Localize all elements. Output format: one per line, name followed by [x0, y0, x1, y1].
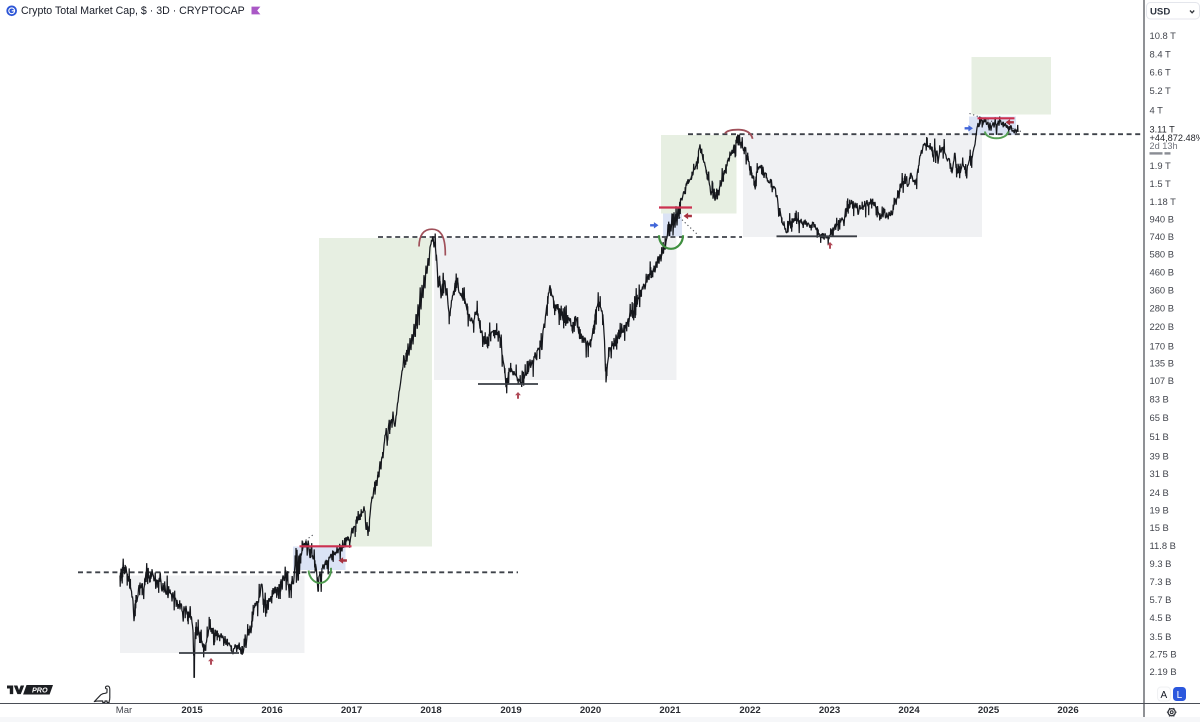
svg-text:940 B: 940 B [1150, 214, 1175, 225]
svg-text:PRO: PRO [32, 686, 48, 695]
svg-text:2025: 2025 [978, 705, 1000, 716]
svg-text:24 B: 24 B [1150, 487, 1169, 498]
svg-text:7.3 B: 7.3 B [1150, 576, 1172, 587]
svg-text:USD: USD [1150, 7, 1170, 18]
svg-text:3.11 T: 3.11 T [1150, 125, 1176, 135]
svg-text:220 B: 220 B [1150, 321, 1175, 332]
svg-text:2022: 2022 [739, 705, 760, 716]
svg-text:4.5 B: 4.5 B [1150, 612, 1172, 623]
svg-text:Mar: Mar [116, 705, 133, 716]
svg-text:6.6 T: 6.6 T [1150, 67, 1171, 78]
svg-text:170 B: 170 B [1150, 341, 1175, 352]
svg-text:31 B: 31 B [1150, 468, 1169, 479]
svg-text:3.5 B: 3.5 B [1150, 631, 1172, 642]
svg-text:11.8 B: 11.8 B [1150, 540, 1176, 551]
svg-text:135 B: 135 B [1150, 358, 1175, 369]
svg-text:2020: 2020 [580, 705, 601, 716]
svg-text:1.18 T: 1.18 T [1150, 196, 1177, 207]
svg-text:L: L [1177, 690, 1183, 701]
svg-text:5.7 B: 5.7 B [1150, 594, 1172, 605]
svg-text:2023: 2023 [819, 705, 840, 716]
svg-text:107 B: 107 B [1150, 375, 1175, 386]
svg-text:19 B: 19 B [1150, 505, 1169, 516]
svg-text:740 B: 740 B [1150, 231, 1175, 242]
svg-text:Crypto Total Market Cap, $ · 3: Crypto Total Market Cap, $ · 3D · CRYPTO… [21, 5, 245, 17]
svg-text:2018: 2018 [420, 705, 442, 716]
svg-text:2017: 2017 [341, 705, 362, 716]
svg-text:5.2 T: 5.2 T [1150, 85, 1171, 96]
svg-text:2026: 2026 [1057, 705, 1078, 716]
svg-text:460 B: 460 B [1150, 267, 1175, 278]
svg-text:9.3 B: 9.3 B [1150, 558, 1172, 569]
svg-text:2d 13h: 2d 13h [1150, 141, 1178, 151]
svg-text:83 B: 83 B [1150, 394, 1169, 405]
svg-text:1.9 T: 1.9 T [1150, 160, 1171, 171]
svg-text:8.4 T: 8.4 T [1150, 49, 1171, 60]
svg-text:51 B: 51 B [1150, 431, 1169, 442]
svg-text:39 B: 39 B [1150, 451, 1169, 462]
svg-text:10.8 T: 10.8 T [1150, 30, 1177, 41]
svg-text:360 B: 360 B [1150, 285, 1175, 296]
svg-text:2015: 2015 [181, 705, 203, 716]
svg-text:+44,872.48%: +44,872.48% [1150, 133, 1200, 143]
svg-text:A: A [1160, 690, 1167, 701]
svg-text:4 T: 4 T [1150, 105, 1164, 116]
svg-text:280 B: 280 B [1150, 303, 1175, 314]
svg-text:2019: 2019 [500, 705, 521, 716]
svg-text:580 B: 580 B [1150, 249, 1175, 260]
svg-text:2.19 B: 2.19 B [1150, 666, 1177, 677]
svg-text:2021: 2021 [659, 705, 681, 716]
svg-text:2024: 2024 [898, 705, 920, 716]
svg-text:65 B: 65 B [1150, 412, 1169, 423]
svg-text:2.75 B: 2.75 B [1150, 649, 1177, 660]
svg-text:2016: 2016 [261, 705, 282, 716]
svg-text:1.5 T: 1.5 T [1150, 178, 1171, 189]
svg-text:15 B: 15 B [1150, 522, 1169, 533]
